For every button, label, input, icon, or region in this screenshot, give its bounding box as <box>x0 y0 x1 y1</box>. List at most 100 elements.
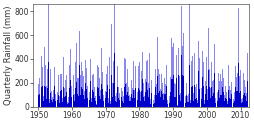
Bar <box>123 87 124 107</box>
Bar <box>120 100 121 107</box>
Bar <box>45 100 46 107</box>
Bar <box>83 76 84 95</box>
Bar <box>174 84 175 97</box>
Bar <box>221 69 222 87</box>
Bar <box>82 98 83 107</box>
Bar <box>101 48 102 84</box>
Bar <box>125 55 126 84</box>
Bar <box>56 98 57 103</box>
Bar <box>57 92 58 100</box>
Bar <box>215 94 216 107</box>
Bar <box>98 86 99 97</box>
Bar <box>203 100 204 104</box>
Bar <box>96 105 97 107</box>
Bar <box>161 83 162 94</box>
Bar <box>184 39 185 78</box>
Bar <box>78 96 79 107</box>
Bar <box>79 31 80 65</box>
Bar <box>87 69 88 88</box>
Bar <box>41 56 42 87</box>
Bar <box>136 93 137 107</box>
Bar <box>181 75 182 107</box>
Bar <box>218 98 219 107</box>
Bar <box>112 97 113 107</box>
Bar <box>172 43 173 75</box>
Bar <box>82 84 83 98</box>
Bar <box>228 86 229 98</box>
Bar <box>135 88 136 97</box>
Bar <box>155 84 156 95</box>
Bar <box>168 92 169 107</box>
Bar <box>60 90 61 107</box>
Bar <box>163 93 164 100</box>
Bar <box>38 95 39 107</box>
Bar <box>214 98 215 103</box>
Bar <box>246 53 247 81</box>
Bar <box>42 86 43 107</box>
Bar <box>197 41 198 71</box>
Bar <box>198 58 199 89</box>
Bar <box>64 88 65 97</box>
Bar <box>227 65 228 90</box>
Bar <box>231 42 232 78</box>
Bar <box>172 75 173 107</box>
Bar <box>237 8 238 63</box>
Bar <box>95 96 96 101</box>
Bar <box>55 96 56 107</box>
Bar <box>214 103 215 107</box>
Bar <box>191 86 192 107</box>
Bar <box>190 61 191 87</box>
Bar <box>192 93 193 101</box>
Bar <box>145 61 146 82</box>
Bar <box>183 89 184 98</box>
Bar <box>159 91 160 107</box>
Bar <box>59 96 60 103</box>
Bar <box>178 59 179 89</box>
Y-axis label: Quarterly Rainfall (mm): Quarterly Rainfall (mm) <box>4 6 13 105</box>
Bar <box>138 62 139 90</box>
Bar <box>41 87 42 107</box>
Bar <box>52 97 53 102</box>
Bar <box>126 83 127 95</box>
Bar <box>99 78 100 96</box>
Bar <box>143 97 144 107</box>
Bar <box>151 91 152 98</box>
Bar <box>238 93 239 107</box>
Bar <box>100 90 101 99</box>
Bar <box>58 75 59 95</box>
Bar <box>109 100 110 107</box>
Bar <box>154 87 155 107</box>
Bar <box>149 99 150 104</box>
Bar <box>79 65 80 107</box>
Bar <box>244 96 245 107</box>
Bar <box>240 103 241 107</box>
Bar <box>68 97 69 103</box>
Bar <box>160 74 161 91</box>
Bar <box>141 93 142 102</box>
Bar <box>84 99 85 107</box>
Bar <box>47 69 48 88</box>
Bar <box>132 88 133 98</box>
Bar <box>213 73 214 107</box>
Bar <box>65 96 66 107</box>
Bar <box>107 98 108 103</box>
Bar <box>182 77 183 107</box>
Bar <box>92 74 93 92</box>
Bar <box>106 74 107 92</box>
Bar <box>195 99 196 107</box>
Bar <box>188 3 189 65</box>
Bar <box>193 53 194 85</box>
Bar <box>159 75 160 91</box>
Bar <box>238 76 239 93</box>
Bar <box>111 75 112 107</box>
Bar <box>131 93 132 107</box>
Bar <box>104 78 105 93</box>
Bar <box>225 99 226 107</box>
Bar <box>67 102 68 104</box>
Bar <box>99 96 100 107</box>
Bar <box>114 88 115 98</box>
Bar <box>84 91 85 99</box>
Bar <box>134 66 135 88</box>
Bar <box>157 81 158 97</box>
Bar <box>71 90 72 99</box>
